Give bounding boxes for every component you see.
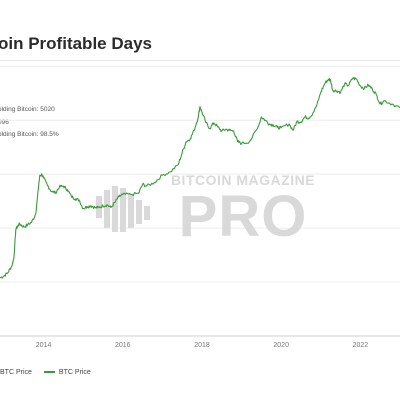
grid-lines [0,65,400,337]
watermark: BITCOIN MAGAZINE PRO [96,172,315,249]
stats-panel: olding Bitcoin: 5020 096 olding Bitcoin:… [0,104,59,142]
legend-swatch-icon [43,371,55,373]
x-tick-label: 2022 [353,342,369,349]
legend-item-btc-price-2[interactable]: BTC Price [43,368,91,376]
legend: BTC Price BTC Price [0,366,103,378]
legend-label: BTC Price [0,368,32,376]
legend-label: BTC Price [58,368,91,376]
watermark-logo-icon [96,186,150,232]
watermark-line2: PRO [179,184,308,249]
watermark-line1: BITCOIN MAGAZINE [171,172,315,188]
stat-line-total-days: 096 [0,118,9,126]
btc-price-line [0,77,400,279]
legend-item-btc-price-1[interactable]: BTC Price [0,369,32,376]
x-tick-label: 2014 [36,342,52,349]
x-tick-label: 2018 [194,342,210,349]
x-tick-label: 2016 [115,342,131,349]
title-divider [0,60,400,61]
x-tick-label: 2020 [273,342,289,349]
chart-title: oin Profitable Days [0,34,152,53]
stat-line-percent-holding: olding Bitcoin: 98.5% [0,131,59,138]
stat-line-days-holding: olding Bitcoin: 5020 [0,106,55,113]
x-axis-ticks: 2014 2016 2018 2020 2022 [36,342,369,349]
